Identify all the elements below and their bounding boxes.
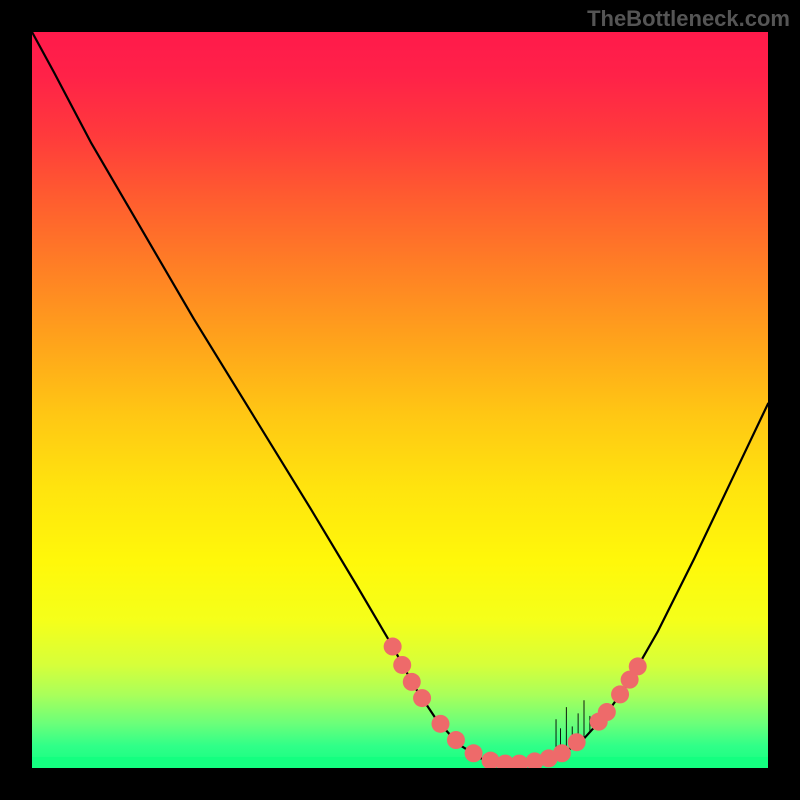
bottleneck-chart bbox=[0, 0, 800, 800]
curve-marker bbox=[568, 733, 586, 751]
curve-marker bbox=[598, 703, 616, 721]
curve-marker bbox=[403, 673, 421, 691]
curve-marker bbox=[431, 715, 449, 733]
curve-marker bbox=[393, 656, 411, 674]
curve-marker bbox=[413, 689, 431, 707]
curve-marker bbox=[465, 744, 483, 762]
chart-stage: TheBottleneck.com bbox=[0, 0, 800, 800]
curve-marker bbox=[553, 744, 571, 762]
curve-marker bbox=[629, 657, 647, 675]
curve-marker bbox=[611, 685, 629, 703]
curve-marker bbox=[384, 638, 402, 656]
curve-marker bbox=[447, 731, 465, 749]
bottom-band bbox=[32, 757, 768, 768]
